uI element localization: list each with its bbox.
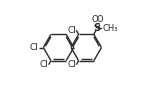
- Text: Cl: Cl: [67, 60, 76, 69]
- Text: O: O: [91, 15, 98, 24]
- Text: S: S: [94, 23, 101, 33]
- Text: Cl: Cl: [40, 60, 49, 69]
- Text: Cl: Cl: [67, 26, 76, 35]
- Text: CH₃: CH₃: [102, 24, 118, 33]
- Text: Cl: Cl: [30, 43, 38, 52]
- Text: O: O: [96, 15, 103, 24]
